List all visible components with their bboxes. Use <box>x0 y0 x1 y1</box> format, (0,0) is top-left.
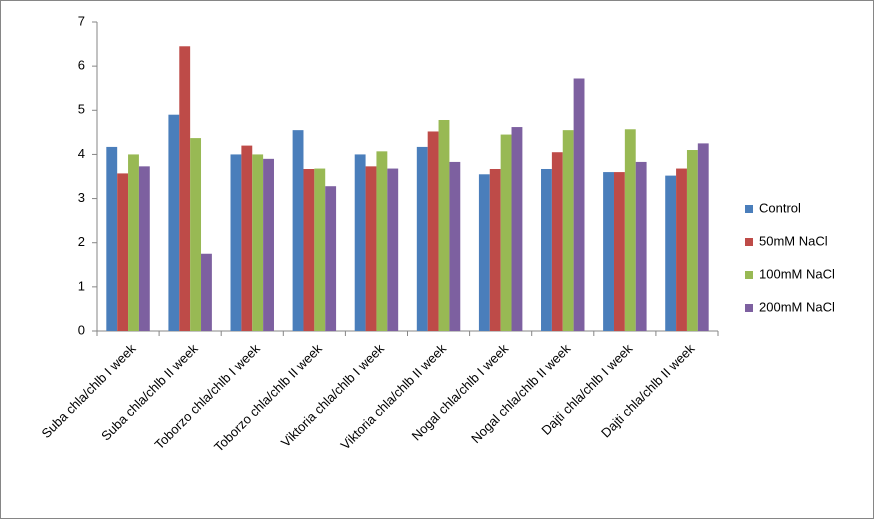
y-tick-label: 5 <box>78 102 85 117</box>
bar <box>190 138 202 331</box>
bar <box>117 173 129 331</box>
bar <box>416 146 428 331</box>
legend-swatch <box>745 205 753 213</box>
bar <box>438 119 450 331</box>
y-tick-label: 7 <box>78 13 85 28</box>
legend-swatch <box>745 271 753 279</box>
y-tick-label: 2 <box>78 234 85 249</box>
y-tick-label: 6 <box>78 58 85 73</box>
y-tick-label: 1 <box>78 278 85 293</box>
bar <box>676 168 687 331</box>
bar <box>500 134 512 331</box>
bar <box>613 172 625 331</box>
bar <box>376 151 388 331</box>
legend-swatch <box>745 238 753 246</box>
bar <box>263 158 274 331</box>
bar <box>128 154 139 331</box>
bar <box>573 78 585 331</box>
bar <box>106 146 118 331</box>
bar <box>478 174 490 331</box>
bar <box>603 172 614 331</box>
bar <box>303 168 315 331</box>
bar <box>387 168 399 331</box>
bar <box>252 154 264 331</box>
bar <box>179 46 191 332</box>
bar <box>201 253 212 331</box>
bar <box>449 161 461 331</box>
bar <box>168 114 180 331</box>
bar <box>635 161 647 331</box>
y-tick-label: 0 <box>78 322 85 337</box>
bar <box>292 130 304 331</box>
y-tick-label: 3 <box>78 190 85 205</box>
bar <box>511 127 523 331</box>
bar <box>551 152 563 331</box>
y-tick-label: 4 <box>78 146 85 161</box>
legend-label: 50mM NaCl <box>759 233 828 248</box>
bar <box>354 154 366 331</box>
bar <box>697 143 709 331</box>
legend-label: Control <box>759 200 801 215</box>
bar <box>314 168 326 331</box>
bar <box>138 166 150 331</box>
legend-swatch <box>745 304 753 312</box>
bar <box>686 150 698 331</box>
bar <box>489 168 501 331</box>
bar <box>665 175 677 331</box>
bar <box>562 130 574 331</box>
bar <box>325 186 337 331</box>
bar <box>541 168 552 331</box>
bar <box>624 129 636 331</box>
legend-label: 200mM NaCl <box>759 299 835 314</box>
legend-label: 100mM NaCl <box>759 266 835 281</box>
bar <box>365 166 377 331</box>
bar <box>241 145 253 331</box>
bar <box>230 154 242 331</box>
bar <box>427 131 439 331</box>
